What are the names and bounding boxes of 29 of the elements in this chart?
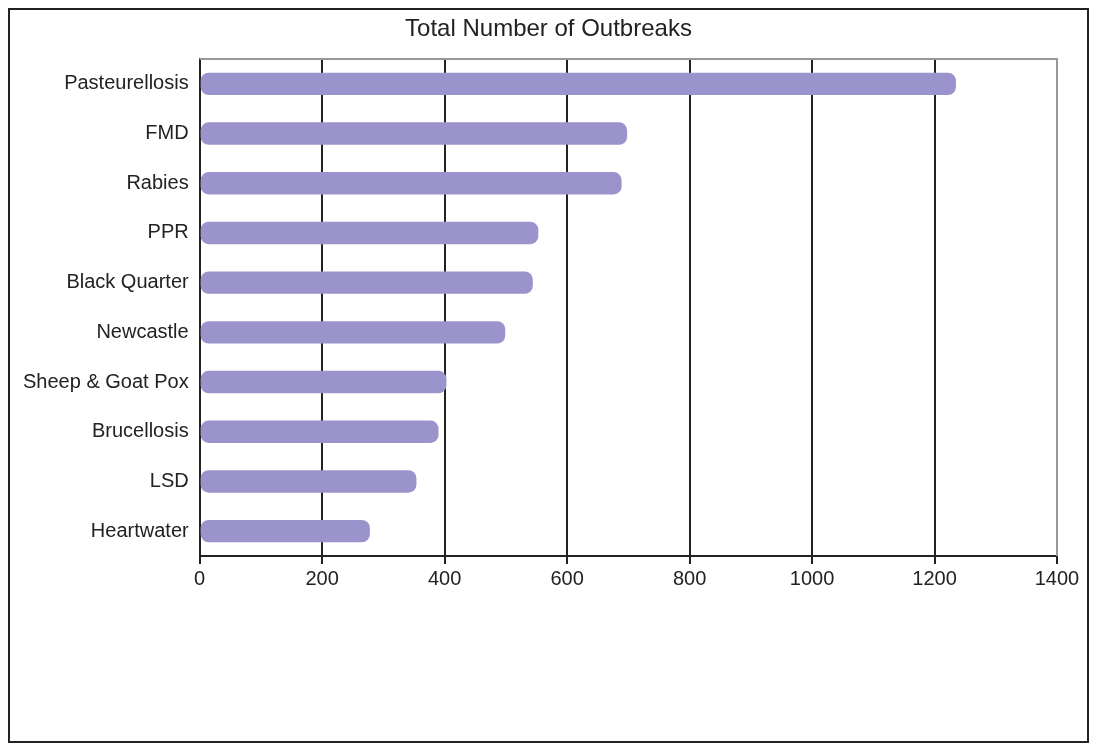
- x-tick-label: 400: [427, 566, 462, 589]
- x-tick-label: 1200: [912, 566, 957, 589]
- x-tick-label: 800: [672, 566, 707, 589]
- x-tick-label: 1000: [789, 566, 835, 589]
- y-tick-label: LSD: [149, 468, 189, 491]
- bar: [200, 72, 956, 96]
- x-tick-label: 600: [550, 566, 584, 589]
- bar: [200, 470, 417, 493]
- bar: [200, 122, 628, 145]
- y-tick-label: Brucellosis: [91, 419, 189, 442]
- y-tick-label: Rabies: [126, 170, 189, 193]
- y-tick-label: Pasteurellosis: [64, 71, 189, 94]
- y-tick-label: PPR: [147, 220, 189, 243]
- bar: [200, 321, 506, 344]
- x-tick-label: 0: [194, 566, 206, 589]
- bar: [200, 221, 539, 245]
- y-tick-label: Newcastle: [96, 319, 189, 342]
- bar: [200, 519, 370, 543]
- chart-title: Total Number of Outbreaks: [404, 14, 693, 42]
- y-tick-label: Sheep & Goat Pox: [22, 369, 189, 392]
- y-tick-label: FMD: [145, 121, 189, 144]
- bar: [200, 420, 439, 443]
- y-tick-label: Heartwater: [90, 518, 189, 541]
- x-tick-label: 200: [305, 566, 339, 589]
- bar: [200, 271, 533, 294]
- bar: [200, 172, 622, 195]
- bar: [200, 370, 447, 394]
- x-tick-label: 1400: [1034, 566, 1080, 589]
- y-tick-label: Black Quarter: [66, 270, 189, 293]
